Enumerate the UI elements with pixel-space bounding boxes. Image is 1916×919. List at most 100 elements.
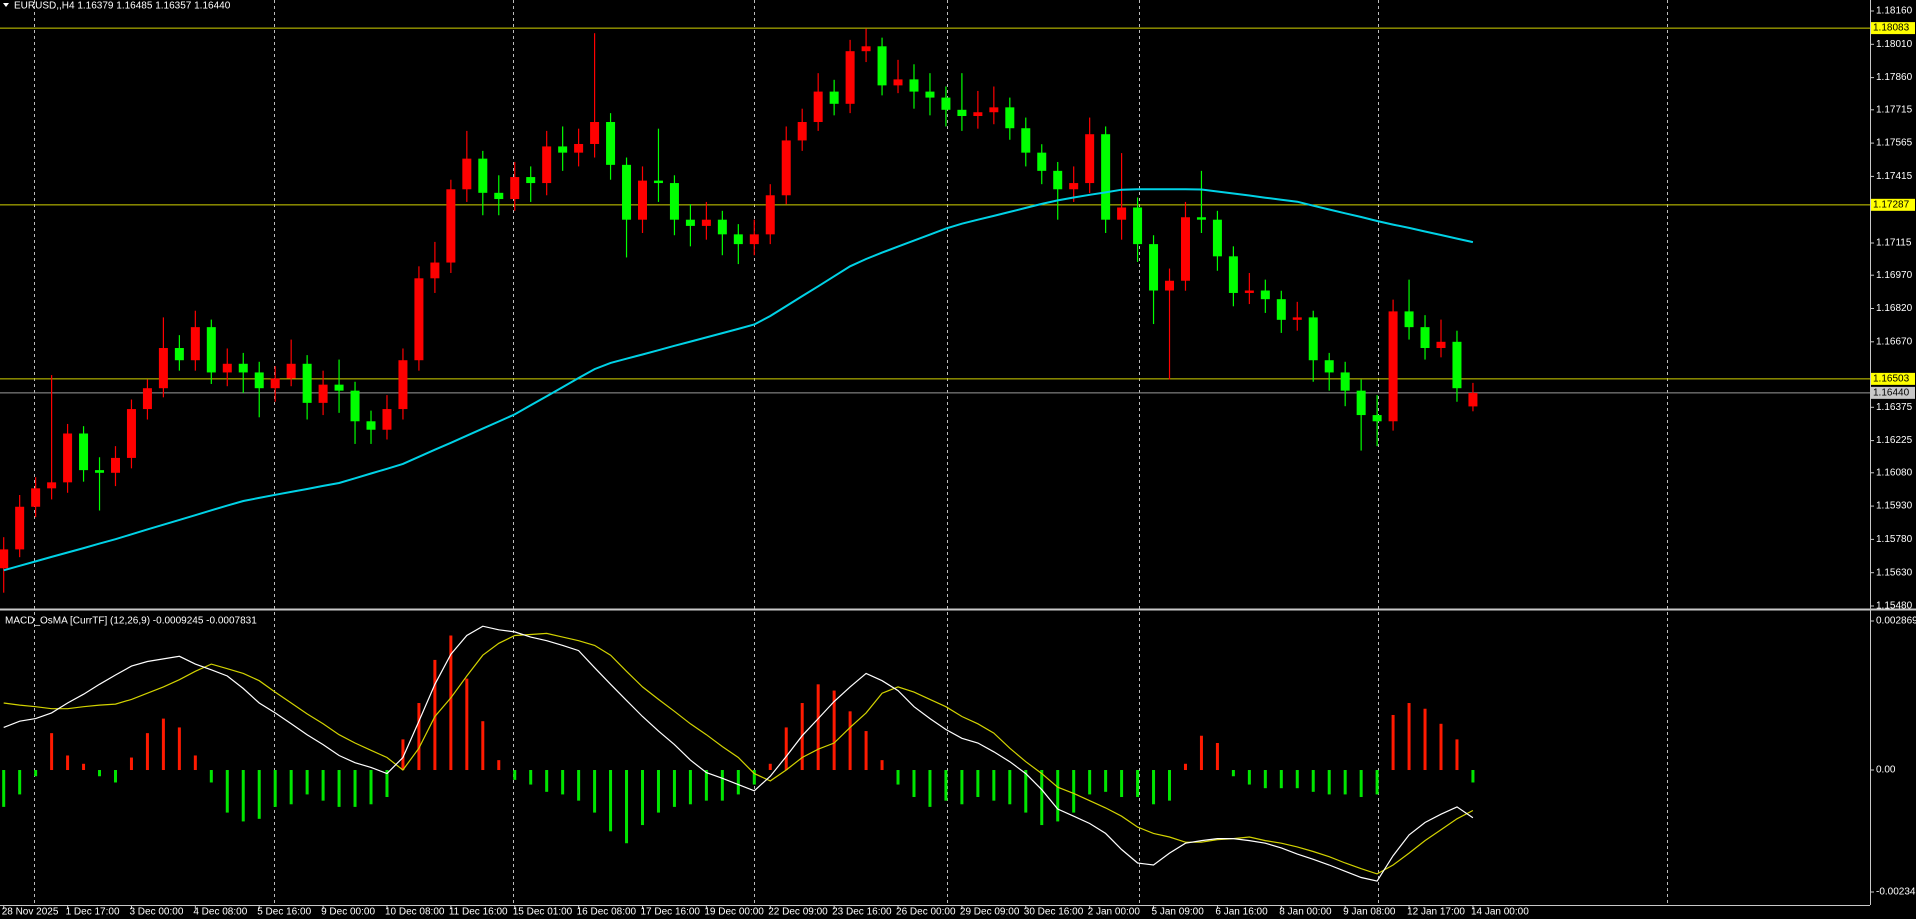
y-tick-label: 1.17565 bbox=[1876, 138, 1913, 149]
candle-body bbox=[1340, 372, 1350, 391]
candle-body bbox=[1101, 134, 1111, 220]
y-tick-label: 1.17115 bbox=[1876, 238, 1912, 249]
histogram-bar bbox=[481, 721, 485, 771]
candle-body bbox=[47, 482, 57, 489]
histogram-bar bbox=[784, 727, 788, 771]
bid-tag bbox=[1871, 386, 1915, 399]
y-tick-label: 1.16375 bbox=[1876, 402, 1913, 413]
y-tick-label: 1.15780 bbox=[1876, 534, 1913, 545]
candle-body bbox=[989, 107, 999, 113]
y-tick-label: -0.002349 bbox=[1876, 887, 1916, 898]
candle-body bbox=[845, 51, 855, 104]
histogram-bar bbox=[896, 770, 900, 785]
histogram-bar bbox=[1168, 770, 1172, 801]
menu-arrow[interactable] bbox=[3, 3, 9, 7]
histogram-bar bbox=[704, 770, 708, 801]
main-header: EURUSD,,H4 1.16379 1.16485 1.16357 1.164… bbox=[14, 1, 231, 12]
histogram-bar bbox=[1263, 770, 1267, 789]
histogram-bar bbox=[768, 763, 772, 771]
histogram-bar bbox=[273, 770, 277, 807]
x-tick-label: 5 Jan 09:00 bbox=[1152, 907, 1205, 918]
histogram-bar bbox=[18, 770, 22, 795]
y-tick-label: 1.17415 bbox=[1876, 171, 1913, 182]
histogram-bar bbox=[1072, 770, 1076, 813]
candle-body bbox=[1165, 280, 1175, 291]
histogram-bar bbox=[449, 635, 453, 771]
level-label: 1.16503 bbox=[1873, 374, 1910, 385]
bid-label: 1.16440 bbox=[1873, 388, 1910, 399]
histogram-bar bbox=[960, 770, 964, 805]
candle-body bbox=[382, 409, 392, 430]
histogram-bar bbox=[976, 770, 980, 798]
candle-body bbox=[126, 409, 136, 458]
histogram-bar bbox=[1343, 770, 1347, 795]
candle-body bbox=[110, 457, 120, 473]
histogram-bar bbox=[1231, 770, 1235, 777]
moving-average bbox=[3, 188, 1474, 572]
candle-body bbox=[79, 433, 89, 471]
candle-body bbox=[1005, 107, 1015, 129]
candle-body bbox=[1388, 311, 1398, 422]
candle-body bbox=[190, 327, 200, 361]
histogram-bar bbox=[736, 770, 740, 795]
candle-body bbox=[733, 234, 743, 245]
histogram-bar bbox=[641, 770, 644, 826]
histogram-bar bbox=[832, 690, 836, 771]
x-tick-label: 19 Dec 00:00 bbox=[704, 907, 764, 918]
candle-body bbox=[590, 122, 600, 144]
level-label: 1.17287 bbox=[1873, 199, 1910, 210]
histogram-bar bbox=[1471, 770, 1475, 783]
histogram-bar bbox=[433, 659, 437, 771]
candle-body bbox=[1292, 317, 1302, 320]
x-tick-label: 11 Dec 16:00 bbox=[449, 907, 508, 918]
histogram-bar bbox=[688, 770, 692, 805]
histogram-bar bbox=[1152, 770, 1156, 805]
candle-body bbox=[350, 390, 360, 422]
level-label: 1.18083 bbox=[1873, 23, 1910, 34]
histogram-bar bbox=[50, 733, 54, 771]
candle-body bbox=[174, 348, 184, 361]
histogram-bar bbox=[1359, 770, 1363, 798]
histogram-bar bbox=[321, 770, 325, 801]
candle-body bbox=[254, 372, 264, 389]
histogram-bar bbox=[1439, 723, 1443, 771]
candle-body bbox=[318, 384, 328, 403]
candle-body bbox=[366, 421, 376, 430]
histogram-bar bbox=[353, 770, 357, 807]
histogram-bar bbox=[1247, 770, 1251, 785]
candle-body bbox=[861, 46, 871, 52]
histogram-bar bbox=[577, 770, 581, 801]
y-tick-label: 1.17860 bbox=[1876, 72, 1913, 83]
x-tick-label: 22 Dec 09:00 bbox=[768, 907, 828, 918]
y-tick-label: 1.16080 bbox=[1876, 467, 1913, 478]
histogram-bar bbox=[497, 760, 501, 771]
candle-body bbox=[701, 219, 711, 226]
y-tick-label: 1.16670 bbox=[1876, 336, 1913, 347]
histogram-bar bbox=[1088, 770, 1092, 795]
histogram-bar bbox=[1024, 770, 1028, 813]
y-tick-label: 1.18010 bbox=[1876, 39, 1913, 50]
candle-body bbox=[749, 234, 759, 245]
candle-body bbox=[1404, 311, 1414, 328]
histogram-bar bbox=[529, 770, 533, 785]
candle-body bbox=[430, 262, 440, 279]
histogram-bar bbox=[401, 739, 405, 771]
histogram-bar bbox=[193, 755, 197, 771]
candle-body bbox=[1452, 341, 1462, 389]
candle-body bbox=[398, 360, 408, 410]
candle-body bbox=[1324, 360, 1334, 373]
x-tick-label: 17 Dec 16:00 bbox=[641, 907, 701, 918]
candle-body bbox=[238, 363, 248, 373]
x-tick-label: 4 Dec 08:00 bbox=[193, 907, 247, 918]
histogram-bar bbox=[672, 770, 676, 807]
candle-body bbox=[302, 363, 312, 403]
y-tick-label: 1.16820 bbox=[1876, 303, 1913, 314]
candle-body bbox=[1420, 327, 1430, 349]
histogram-bar bbox=[82, 763, 86, 771]
histogram-bar bbox=[129, 757, 133, 771]
histogram-bar bbox=[992, 770, 996, 801]
candle-body bbox=[462, 158, 472, 190]
histogram-bar bbox=[209, 770, 213, 783]
